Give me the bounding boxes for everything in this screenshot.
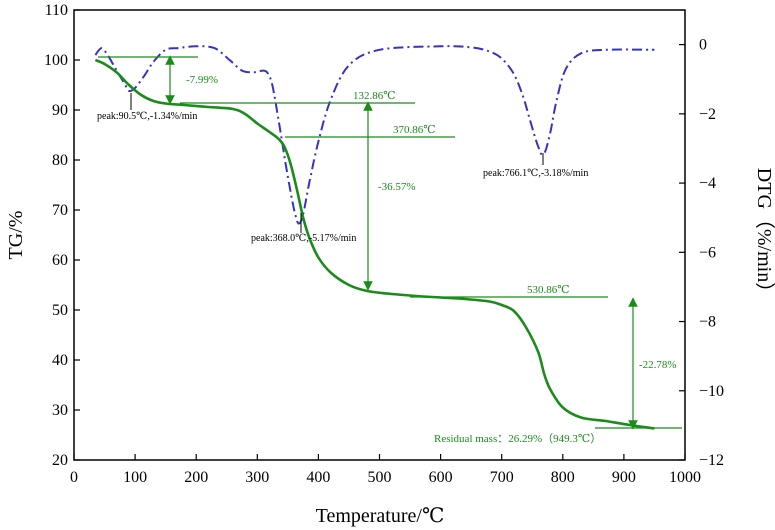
dtg-series-line xyxy=(94,45,655,225)
peak-label-3: peak:766.1℃,-3.18%/min xyxy=(483,168,588,179)
x-tick-label: 400 xyxy=(306,469,330,486)
y-left-tick-label: 30 xyxy=(52,402,68,419)
x-tick-label: 800 xyxy=(551,469,575,486)
x-tick-label: 200 xyxy=(184,469,208,486)
y-axis-right-title: DTG（%/min） xyxy=(753,168,775,302)
y-left-tick-label: 100 xyxy=(44,52,68,69)
y-axis-left: 20 30 40 50 60 70 80 90 100 110 xyxy=(44,2,80,469)
mass-loss-label-1: -7.99% xyxy=(186,74,218,86)
x-axis: 0 100 200 300 400 500 600 700 800 900 1000 xyxy=(70,454,701,486)
temperature-marker-label-3: 530.86℃ xyxy=(527,284,570,296)
y-right-tick-label: −6 xyxy=(699,244,716,261)
x-tick-label: 700 xyxy=(490,469,514,486)
x-tick-label: 1000 xyxy=(669,469,701,486)
y-left-tick-label: 50 xyxy=(52,302,68,319)
y-axis-right: 0 −2 −4 −6 −8 −10 −12 xyxy=(679,37,724,469)
y-left-tick-label: 60 xyxy=(52,252,68,269)
temperature-marker-label-2: 370.86℃ xyxy=(393,124,436,136)
mass-loss-label-2: -36.57% xyxy=(378,181,416,193)
temperature-marker-label-1: 132.86℃ xyxy=(353,90,396,102)
y-left-tick-label: 70 xyxy=(52,202,68,219)
x-axis-title: Temperature/℃ xyxy=(316,505,445,527)
x-tick-label: 100 xyxy=(123,469,147,486)
x-tick-label: 600 xyxy=(429,469,453,486)
residual-mass-label: Residual mass：26.29%（949.3℃） xyxy=(434,432,601,445)
y-right-tick-label: −8 xyxy=(699,314,716,331)
annotation-lines xyxy=(98,55,682,430)
plot-frame xyxy=(73,9,686,461)
peak-label-1: peak:90.5℃,-1.34%/min xyxy=(97,111,197,122)
x-tick-label: 900 xyxy=(612,469,636,486)
y-axis-left-title: TG/% xyxy=(5,211,27,260)
y-right-tick-label: −10 xyxy=(699,383,724,400)
peak-callouts xyxy=(130,93,544,233)
y-left-tick-label: 40 xyxy=(52,352,68,369)
y-left-tick-label: 90 xyxy=(52,102,68,119)
peak-label-2: peak:368.0℃,-5.17%/min xyxy=(251,233,356,244)
y-left-tick-label: 20 xyxy=(52,452,68,469)
mass-loss-label-3: -22.78% xyxy=(639,359,677,371)
y-right-tick-label: −4 xyxy=(699,175,716,192)
x-tick-label: 300 xyxy=(245,469,269,486)
x-tick-label: 0 xyxy=(70,469,78,486)
y-right-tick-label: −2 xyxy=(699,106,716,123)
y-left-tick-label: 80 xyxy=(52,152,68,169)
y-left-tick-label: 110 xyxy=(45,2,68,19)
y-right-tick-label: −12 xyxy=(699,452,724,469)
x-tick-label: 500 xyxy=(368,469,392,486)
y-right-tick-label: 0 xyxy=(699,37,707,54)
